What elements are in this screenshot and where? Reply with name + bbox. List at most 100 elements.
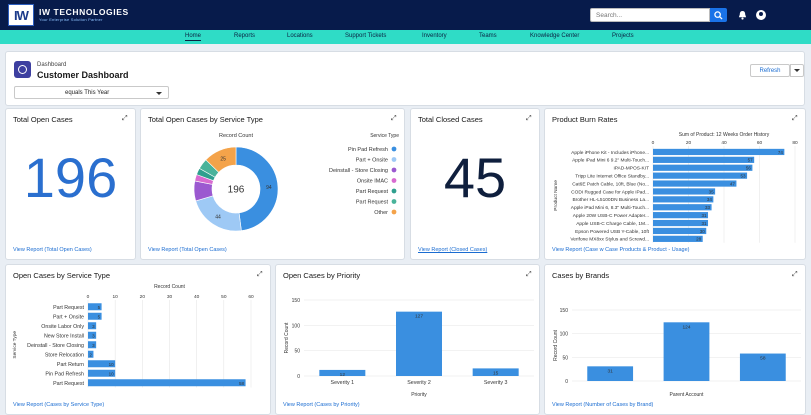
bar-data-label: 127 — [415, 314, 423, 320]
search-input[interactable] — [590, 8, 710, 22]
expand-icon[interactable]: ⤢ — [792, 115, 798, 122]
view-report-link[interactable]: View Report (Closed Cases) — [418, 247, 488, 253]
y-category-label: Part Return — [57, 362, 84, 368]
y-tick-label: 0 — [565, 379, 568, 385]
search-icon — [714, 11, 723, 20]
view-report-link[interactable]: View Report (Total Open Cases) — [13, 247, 92, 253]
dashboard-header: Dashboard Customer Dashboard equals This… — [5, 51, 805, 106]
y-tick-label: 50 — [562, 355, 568, 361]
donut-chart: Record Count 94 44 25 196 Service Type Pin Pad… — [193, 133, 399, 232]
legend-item-label: Part Request — [356, 189, 389, 195]
refresh-button[interactable]: Refresh — [750, 64, 790, 77]
bar — [88, 379, 246, 387]
slice-data-label: 25 — [220, 157, 226, 163]
y-category-label: New Store Install — [44, 333, 84, 339]
slice-data-label: 44 — [215, 215, 221, 221]
y-category-label: iPAD-MPOS-KIT — [614, 166, 649, 172]
nav-reports[interactable]: Reports — [234, 33, 256, 39]
bell-icon[interactable] — [738, 10, 747, 20]
nav-support-tickets[interactable]: Support Tickets — [345, 33, 387, 39]
bar-data-label: 3 — [92, 333, 95, 338]
donut-slice — [195, 195, 242, 232]
bar — [663, 322, 710, 381]
user-avatar[interactable] — [756, 10, 766, 20]
x-tick-label: 10 — [112, 294, 118, 300]
expand-icon[interactable]: ⤢ — [122, 115, 128, 122]
search-button[interactable] — [710, 8, 727, 22]
legend-item-label: Other — [374, 210, 388, 216]
burn-rate-chart: Sum of Product: 12 Weeks Order History 0 2… — [553, 132, 798, 243]
legend-item-label: Onsite IMAC — [357, 179, 388, 185]
card-cases-by-brands: Cases by Brands ⤢ 0 50 100 150 Record Count 3… — [544, 264, 806, 415]
bar-data-label: 58 — [760, 356, 766, 362]
expand-icon[interactable]: ⤢ — [526, 115, 532, 122]
bar — [88, 331, 97, 339]
legend-item-marker — [391, 199, 397, 204]
view-report-link[interactable]: View Report (Cases by Priority) — [283, 402, 360, 408]
bar — [88, 341, 97, 349]
x-tick-label: 80 — [792, 140, 798, 146]
metric-value: 196 — [23, 146, 118, 209]
donut-center-value: 196 — [228, 185, 245, 196]
header-subtitle: Dashboard — [37, 62, 67, 68]
bar — [88, 312, 102, 320]
legend-item-marker — [391, 167, 397, 173]
y-category-label: Tripp Lite Internet Office Standby... — [575, 173, 649, 179]
nav-locations[interactable]: Locations — [287, 33, 313, 39]
x-tick-label: 0 — [652, 140, 655, 146]
y-category-label: Brother HL-L5100DN Business La... — [572, 197, 649, 203]
x-tick-label: 20 — [140, 294, 146, 300]
y-tick-label: 100 — [560, 332, 569, 338]
x-tick-label: 50 — [221, 294, 227, 300]
bar — [653, 188, 716, 195]
x-tick-label: 0 — [87, 294, 90, 300]
bar — [653, 196, 714, 203]
refresh-menu-button[interactable] — [790, 64, 804, 77]
bar — [653, 204, 712, 211]
bar-data-label: 34 — [707, 197, 713, 202]
company-logo[interactable]: IW — [8, 4, 34, 26]
service-type-chart: Record Count 0 10 20 30 40 50 60 Service Type Par… — [12, 284, 254, 388]
bar — [88, 303, 102, 311]
expand-icon[interactable]: ⤢ — [257, 271, 263, 278]
donut-slice — [205, 146, 237, 173]
y-category-label: Apple iPad Mini 6, 8.3" Multi-Touch... — [571, 205, 649, 211]
view-report-link[interactable]: View Report (Case w Case Products & Prod… — [552, 247, 690, 253]
view-report-link[interactable]: View Report (Total Open Cases) — [148, 247, 227, 253]
y-axis-title: Record Count — [284, 322, 290, 353]
x-tick-label: 30 — [167, 294, 173, 300]
filter-value: equals This Year — [65, 90, 110, 96]
bar — [319, 369, 366, 376]
x-axis-title: Parent Account — [670, 392, 705, 398]
bar-data-label: 53 — [741, 173, 747, 178]
card-title: Total Open Cases by Service Type — [148, 115, 263, 124]
y-category-label: Part + Onsite — [53, 314, 84, 320]
x-tick-label: 40 — [721, 140, 727, 146]
nav-home[interactable]: Home — [185, 33, 202, 41]
nav-knowledge-center[interactable]: Knowledge Center — [530, 33, 580, 39]
card-title: Total Closed Cases — [418, 115, 483, 124]
date-filter-dropdown[interactable]: equals This Year — [14, 86, 169, 99]
view-report-link[interactable]: View Report (Cases by Service Type) — [13, 402, 105, 408]
y-category-label: Onsite Labor Only — [41, 324, 84, 330]
expand-icon[interactable]: ⤢ — [391, 115, 397, 122]
legend-item-marker — [391, 188, 397, 194]
y-category-label: Apple iPad Mini 6 9.2" Multi-Touch... — [572, 158, 649, 164]
card-title: Product Burn Rates — [552, 115, 618, 124]
card-title: Open Cases by Service Type — [13, 271, 110, 280]
y-axis-title: Product Name — [553, 180, 559, 211]
bar — [472, 368, 519, 376]
x-category-label: Severity 2 — [407, 380, 431, 386]
view-report-link[interactable]: View Report (Number of Cases by Brand) — [552, 402, 654, 408]
nav-inventory[interactable]: Inventory — [422, 33, 447, 39]
expand-icon[interactable]: ⤢ — [526, 271, 532, 278]
bar-data-label: 57 — [748, 158, 754, 163]
nav-projects[interactable]: Projects — [612, 33, 634, 39]
y-category-label: Deinstall - Store Closing — [27, 343, 84, 349]
bar-data-label: 47 — [730, 181, 736, 186]
nav-teams[interactable]: Teams — [479, 33, 497, 39]
y-category-label: Part Request — [53, 305, 84, 311]
bar-data-label: 33 — [705, 205, 711, 210]
expand-icon[interactable]: ⤢ — [792, 271, 798, 278]
card-open-cases-service-type: Open Cases by Service Type ⤢ Record Coun… — [5, 264, 271, 415]
